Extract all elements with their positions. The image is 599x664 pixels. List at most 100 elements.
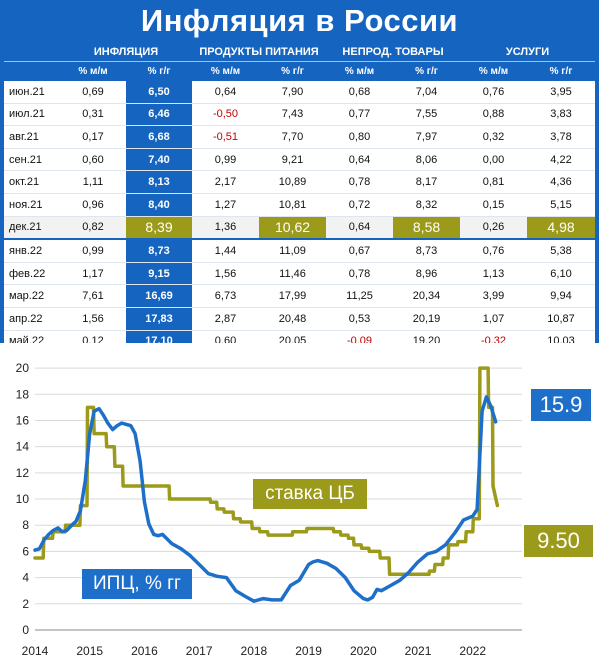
value-cell: 8,17 <box>393 170 461 194</box>
value-cell: 20,48 <box>259 307 327 331</box>
subheader: % м/м <box>78 66 108 77</box>
value-cell: 0,68 <box>326 81 394 104</box>
value-cell: 0,53 <box>326 307 394 331</box>
value-cell: 1,07 <box>460 307 528 331</box>
value-cell: 0,88 <box>460 103 528 127</box>
value-cell: 8,39 <box>126 216 193 240</box>
inflation-table: ИНФЛЯЦИЯ ПРОДУКТЫ ПИТАНИЯ НЕПРОД. ТОВАРЫ… <box>4 42 596 376</box>
x-tick-label: 2017 <box>186 644 213 658</box>
month-cell: июл.21 <box>4 103 60 127</box>
value-cell: 16,69 <box>126 284 193 308</box>
value-cell: 11,09 <box>259 238 327 263</box>
value-cell: 6,50 <box>126 81 193 104</box>
value-cell: 0,78 <box>326 170 394 194</box>
value-cell: 0,31 <box>60 103 126 127</box>
group-header-row: ИНФЛЯЦИЯ ПРОДУКТЫ ПИТАНИЯ НЕПРОД. ТОВАРЫ… <box>4 42 596 62</box>
table-row: дек.21 0,82 8,39 1,36 10,62 0,64 8,58 0,26 4,98 <box>4 216 596 240</box>
value-cell: 1,13 <box>460 262 528 286</box>
value-cell: 7,40 <box>126 148 193 172</box>
value-cell: 10,89 <box>259 170 327 194</box>
value-cell: 10,87 <box>527 307 596 331</box>
group-header: НЕПРОД. ТОВАРЫ <box>326 42 461 62</box>
value-cell: 5,38 <box>527 238 596 263</box>
subheader: % г/г <box>281 66 304 77</box>
value-cell: 8,58 <box>393 216 461 240</box>
value-cell: 1,17 <box>60 262 126 286</box>
value-cell: 5,15 <box>527 193 596 217</box>
value-cell: 0,67 <box>326 238 394 263</box>
chart-panel: 0 2 4 6 8 10 12 14 16 18 20 2014 2015 2016 2017 2018 201… <box>0 343 599 664</box>
month-cell: окт.21 <box>4 170 60 194</box>
value-cell: 0,17 <box>60 125 126 149</box>
value-cell: 7,55 <box>393 103 461 127</box>
cpi-end-label: 15.9 <box>531 389 591 421</box>
value-cell: 3,99 <box>460 284 528 308</box>
value-cell: 0,81 <box>460 170 528 194</box>
subheader: % м/м <box>478 66 509 77</box>
corner-cell <box>4 42 60 62</box>
value-cell: 0,78 <box>326 262 394 286</box>
value-cell: 7,97 <box>393 125 461 149</box>
value-cell: 0,15 <box>460 193 528 217</box>
cpi-series-label: ИПЦ, % гг <box>82 569 192 599</box>
value-cell: 8,96 <box>393 262 461 286</box>
value-cell: 0,32 <box>460 125 528 149</box>
page-title: Инфляция в России <box>140 3 459 38</box>
value-cell: 0,96 <box>60 193 126 217</box>
table-row: авг.21 0,17 6,68 -0,51 7,70 0,80 7,97 0,32 3,78 <box>4 125 596 149</box>
value-cell: 8,06 <box>393 148 461 172</box>
y-tick-label: 18 <box>16 387 30 401</box>
value-cell: 2,87 <box>192 307 260 331</box>
cpi-series-line <box>33 395 498 603</box>
value-cell: 0,64 <box>326 216 394 240</box>
value-cell: 0,76 <box>460 238 528 263</box>
y-tick-label: 10 <box>16 492 30 506</box>
value-cell: 0,26 <box>460 216 528 240</box>
value-cell: 20,34 <box>393 284 461 308</box>
value-cell: 8,73 <box>393 238 461 263</box>
group-header: УСЛУГИ <box>460 42 596 62</box>
value-cell: 4,22 <box>527 148 596 172</box>
x-tick-label: 2021 <box>405 644 432 658</box>
value-cell: 6,68 <box>126 125 193 149</box>
table-row: июл.21 0,31 6,46 -0,50 7,43 0,77 7,55 0,88 3,83 <box>4 103 596 127</box>
month-cell: янв.22 <box>4 238 60 263</box>
value-cell: 9,94 <box>527 284 596 308</box>
y-tick-label: 14 <box>16 440 30 454</box>
table-row: мар.22 7,61 16,69 6,73 17,99 11,25 20,34 3,99 9,… <box>4 284 596 308</box>
value-cell: -0,50 <box>192 103 260 127</box>
y-tick-label: 8 <box>22 518 29 532</box>
value-cell: 6,73 <box>192 284 260 308</box>
month-cell: июн.21 <box>4 81 60 104</box>
value-cell: 1,36 <box>192 216 260 240</box>
value-cell: 0,72 <box>326 193 394 217</box>
value-cell: 0,80 <box>326 125 394 149</box>
value-cell: 8,13 <box>126 170 193 194</box>
value-cell: 8,40 <box>126 193 193 217</box>
subheader: % г/г <box>147 66 171 77</box>
value-cell: 6,46 <box>126 103 193 127</box>
value-cell: 1,56 <box>192 262 260 286</box>
value-cell: 9,21 <box>259 148 327 172</box>
table-row: апр.22 1,56 17,83 2,87 20,48 0,53 20,19 1,07 10,… <box>4 307 596 331</box>
table-body: июн.21 0,69 6,50 0,64 7,90 0,68 7,04 0,76 3,95 ию… <box>4 81 596 376</box>
header: Инфляция в России <box>0 0 599 42</box>
subheader-row: % м/м % г/г % м/м % г/г % м/м % г/г % м/… <box>4 62 595 82</box>
table-row: фев.22 1,17 9,15 1,56 11,46 0,78 8,96 1,13 6,10 <box>4 262 596 286</box>
value-cell: 7,04 <box>393 81 461 104</box>
value-cell: 17,99 <box>259 284 327 308</box>
value-cell: 7,70 <box>259 125 327 149</box>
y-tick-label: 2 <box>22 597 29 611</box>
value-cell: 11,46 <box>259 262 327 286</box>
month-cell: дек.21 <box>4 216 60 240</box>
value-cell: 4,98 <box>527 216 596 240</box>
value-cell: 0,76 <box>460 81 528 104</box>
group-header: ИНФЛЯЦИЯ <box>60 42 193 62</box>
month-cell: апр.22 <box>4 307 60 331</box>
value-cell: 0,99 <box>192 148 260 172</box>
value-cell: 8,73 <box>126 238 193 263</box>
value-cell: 1,27 <box>192 193 260 217</box>
value-cell: 4,36 <box>527 170 596 194</box>
value-cell: 0,64 <box>326 148 394 172</box>
value-cell: 3,78 <box>527 125 596 149</box>
